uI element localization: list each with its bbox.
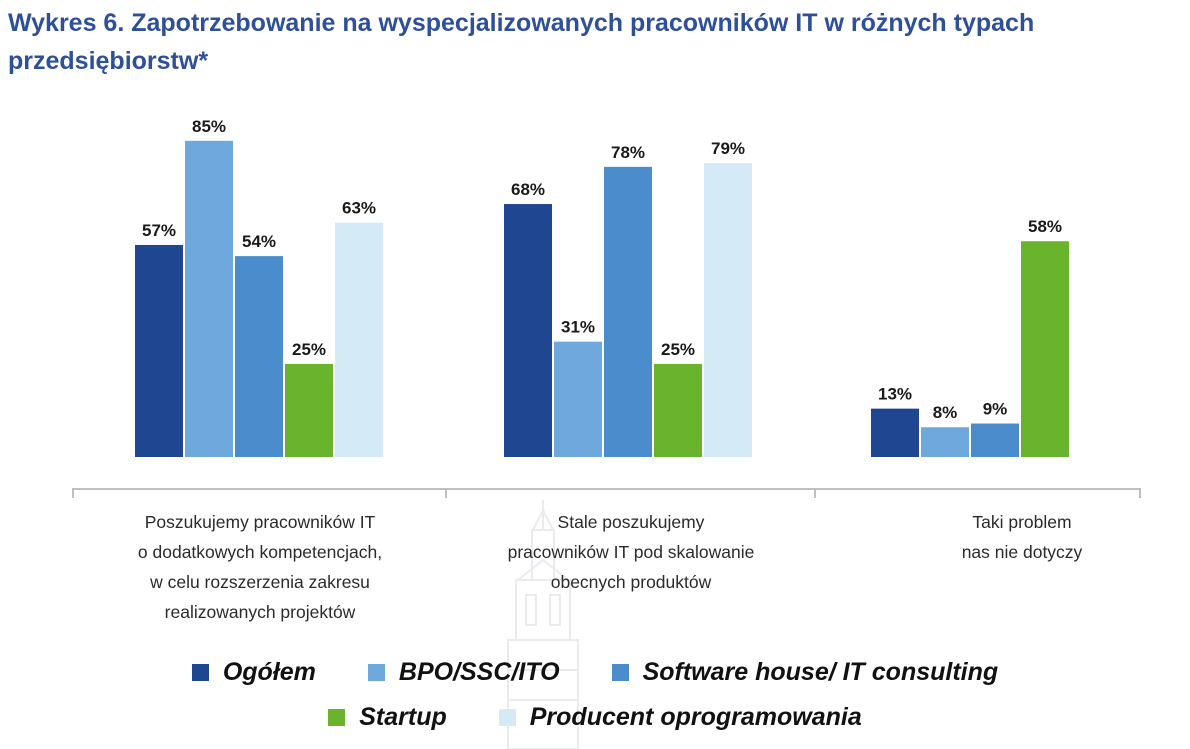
bar-3-1: [871, 408, 919, 457]
bar-2-1: [504, 204, 552, 457]
bar-value-label: 68%: [511, 180, 545, 199]
bar-value-label: 13%: [878, 385, 912, 404]
bar-1-1: [135, 244, 183, 457]
legend-label: BPO/SSC/ITO: [398, 658, 560, 686]
bar-1-4: [285, 364, 333, 457]
bar-value-label: 9%: [983, 400, 1008, 419]
category-label-3: Taki problem nas nie dotyczy: [961, 512, 1083, 562]
bar-2-3: [604, 166, 652, 457]
legend-item: Startup: [328, 703, 447, 732]
legend-label: Producent oprogramowania: [529, 703, 862, 731]
legend-row-1: Ogółem BPO/SSC/ITO Software house/ IT cons…: [0, 658, 1190, 687]
bar-value-label: 78%: [611, 143, 645, 162]
category-axis: [72, 488, 1141, 498]
bar-value-label: 25%: [292, 340, 326, 359]
bar-value-label: 8%: [933, 403, 958, 422]
legend-swatch-icon: [611, 664, 629, 681]
bar-value-label: 25%: [661, 340, 695, 359]
bars-layer: [135, 140, 1069, 458]
bar-1-2: [185, 140, 233, 458]
category-label-2: Stale poszukujemy pracowników IT pod ska…: [507, 512, 755, 592]
legend-item: Producent oprogramowania: [498, 703, 862, 732]
legend-row-2: Startup Producent oprogramowania: [0, 703, 1190, 732]
legend-swatch-icon: [328, 709, 346, 726]
legend-item: Software house/ IT consulting: [611, 658, 999, 687]
chart-title: Wykres 6. Zapotrzebowanie na wyspecjaliz…: [8, 9, 1035, 75]
bar-value-label: 31%: [561, 318, 595, 337]
bar-value-label: 57%: [142, 221, 176, 240]
bar-3-2: [921, 427, 969, 457]
bar-value-label: 54%: [242, 232, 276, 251]
bar-value-label: 63%: [342, 199, 376, 218]
legend-label: Startup: [359, 703, 447, 731]
category-label-1: Poszukujemy pracowników IT o dodatkowych…: [137, 512, 383, 622]
legend-swatch-icon: [498, 709, 516, 726]
bar-2-4: [654, 364, 702, 457]
watermark-tower-icon: [507, 500, 579, 749]
legend-item: Ogółem: [191, 658, 316, 687]
legend-swatch-icon: [191, 664, 209, 681]
legend-label: Ogółem: [222, 658, 316, 686]
bar-2-2: [554, 341, 602, 457]
bar-value-label: 85%: [192, 117, 226, 136]
legend-swatch-icon: [367, 664, 385, 681]
bar-1-3: [235, 256, 283, 457]
value-labels-layer: 57% 85% 54% 25% 63% 68% 31% 78% 25% 79% 13% 8% 9% 58%: [142, 117, 1062, 422]
bar-3-4: [1021, 241, 1069, 457]
bar-2-5: [704, 163, 752, 457]
bar-value-label: 79%: [711, 139, 745, 158]
bar-1-5: [335, 222, 383, 457]
legend-label: Software house/ IT consulting: [642, 658, 999, 686]
bar-value-label: 58%: [1028, 217, 1062, 236]
bar-3-3: [971, 423, 1019, 457]
legend-item: BPO/SSC/ITO: [367, 658, 560, 687]
